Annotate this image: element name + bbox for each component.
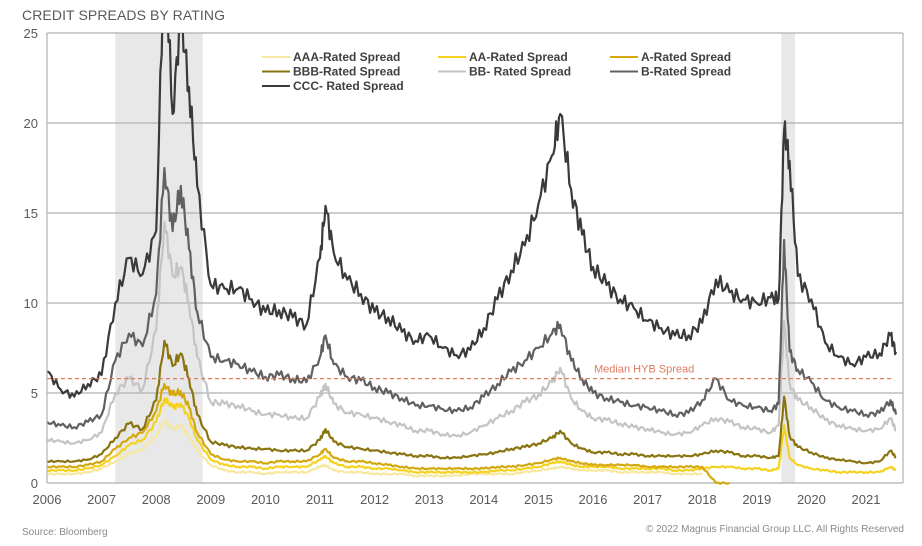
legend-label: CCC- Rated Spread	[293, 79, 404, 93]
series-line-a-rated-spread	[47, 382, 730, 485]
y-tick-label: 20	[24, 116, 38, 131]
legend-label: B-Rated Spread	[641, 65, 731, 79]
x-tick-label: 2011	[306, 492, 334, 507]
legend-label: BB- Rated Spread	[469, 65, 571, 79]
y-tick-label: 15	[24, 206, 38, 221]
x-tick-label: 2016	[579, 492, 608, 507]
x-tick-label: 2019	[742, 492, 771, 507]
x-tick-label: 2008	[142, 492, 171, 507]
x-tick-label: 2009	[196, 492, 225, 507]
x-tick-label: 2007	[87, 492, 116, 507]
series-line-bbb-rated-spread	[47, 339, 897, 465]
y-tick-label: 0	[31, 476, 38, 491]
copyright-note: © 2022 Magnus Financial Group LLC. All R…	[645, 524, 904, 535]
median-hyb-label: Median HYB Spread	[594, 364, 694, 376]
series-line-aaa-rated-spread	[47, 418, 703, 478]
x-tick-label: 2017	[633, 492, 662, 507]
y-tick-label: 10	[24, 296, 38, 311]
series-line-bb-rated-spread	[47, 220, 897, 445]
legend-label: BBB-Rated Spread	[293, 65, 400, 79]
legend: AAA-Rated Spread AA-Rated Spread A-Rated S…	[262, 50, 731, 93]
x-tick-label: 2018	[688, 492, 717, 507]
source-note: Source: Bloomberg	[22, 527, 108, 538]
x-tick-label: 2013	[415, 492, 444, 507]
y-tick-label: 5	[31, 386, 38, 401]
series-lines	[47, 33, 898, 485]
legend-label: AAA-Rated Spread	[293, 50, 400, 64]
x-tick-label: 2012	[360, 492, 389, 507]
x-tick-label: 2014	[469, 492, 498, 507]
x-tick-label: 2020	[797, 492, 826, 507]
series-line-aa-rated-spread	[47, 397, 897, 475]
legend-label: AA-Rated Spread	[469, 50, 568, 64]
x-tick-label: 2015	[524, 492, 553, 507]
median-reference: Median HYB Spread	[47, 364, 893, 380]
x-tick-label: 2006	[33, 492, 62, 507]
axes: 0 5 10 15 20 25 2006 2007 2008 2009 2010 2011 2012 20…	[24, 26, 904, 507]
chart-title: CREDIT SPREADS BY RATING	[22, 7, 226, 23]
legend-label: A-Rated Spread	[641, 50, 731, 64]
recession-bands	[115, 33, 796, 483]
series-line-ccc-rated-spread	[47, 33, 898, 399]
x-tick-label: 2010	[251, 492, 280, 507]
y-tick-label: 25	[24, 26, 38, 41]
series-line-b-rated-spread	[47, 166, 898, 430]
x-tick-label: 2021	[852, 492, 881, 507]
